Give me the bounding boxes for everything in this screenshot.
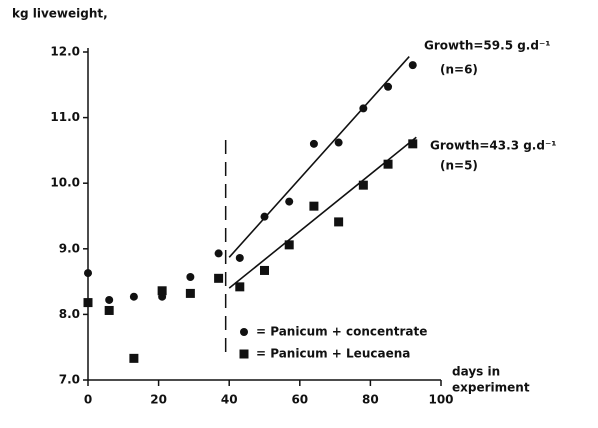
- point: [408, 139, 418, 149]
- point: [358, 180, 368, 190]
- point: [185, 288, 195, 298]
- point: [359, 104, 368, 113]
- point: [157, 286, 167, 296]
- point: [235, 253, 244, 262]
- point: [214, 249, 223, 258]
- trend-label: Growth=43.3 g.d⁻¹: [430, 139, 557, 153]
- point: [284, 240, 294, 250]
- y-tick-label: 8.0: [59, 307, 80, 321]
- y-tick-label: 10.0: [50, 176, 80, 190]
- point: [129, 292, 138, 301]
- x-tick-label: 40: [221, 393, 238, 407]
- point: [105, 295, 114, 304]
- x-tick-label: 20: [150, 393, 167, 407]
- legend-marker: [239, 349, 249, 359]
- y-axis-title: kg liveweight,: [12, 7, 108, 21]
- point: [235, 282, 245, 292]
- x-axis-title: days in: [452, 365, 500, 379]
- trend-label: Growth=59.5 g.d⁻¹: [424, 39, 551, 53]
- trend-n-label: (n=6): [440, 63, 478, 77]
- legend-label: = Panicum + concentrate: [256, 325, 427, 339]
- y-tick-label: 7.0: [59, 373, 80, 387]
- point: [186, 273, 195, 282]
- trend-line: [228, 56, 410, 258]
- legend-marker: [240, 328, 248, 336]
- point: [129, 353, 139, 363]
- point: [383, 159, 393, 169]
- point: [260, 265, 269, 275]
- x-axis-title: experiment: [452, 381, 530, 395]
- x-tick-label: 60: [291, 393, 308, 407]
- x-tick-label: 80: [362, 393, 379, 407]
- point: [84, 269, 92, 278]
- point: [309, 139, 318, 148]
- y-tick-label: 11.0: [50, 110, 80, 124]
- legend-label: = Panicum + Leucaena: [256, 347, 410, 361]
- point: [334, 138, 343, 147]
- point: [83, 298, 93, 308]
- x-tick-label: 0: [84, 393, 92, 407]
- point: [285, 197, 294, 206]
- point: [384, 82, 393, 91]
- point: [104, 305, 114, 315]
- trend-n-label: (n=5): [440, 159, 478, 173]
- point: [309, 201, 319, 211]
- y-tick-label: 12.0: [50, 45, 80, 59]
- point: [214, 273, 224, 283]
- point: [408, 61, 417, 70]
- point: [260, 212, 269, 221]
- x-tick-label: 100: [428, 393, 453, 407]
- point: [334, 217, 344, 227]
- y-tick-label: 9.0: [59, 241, 80, 255]
